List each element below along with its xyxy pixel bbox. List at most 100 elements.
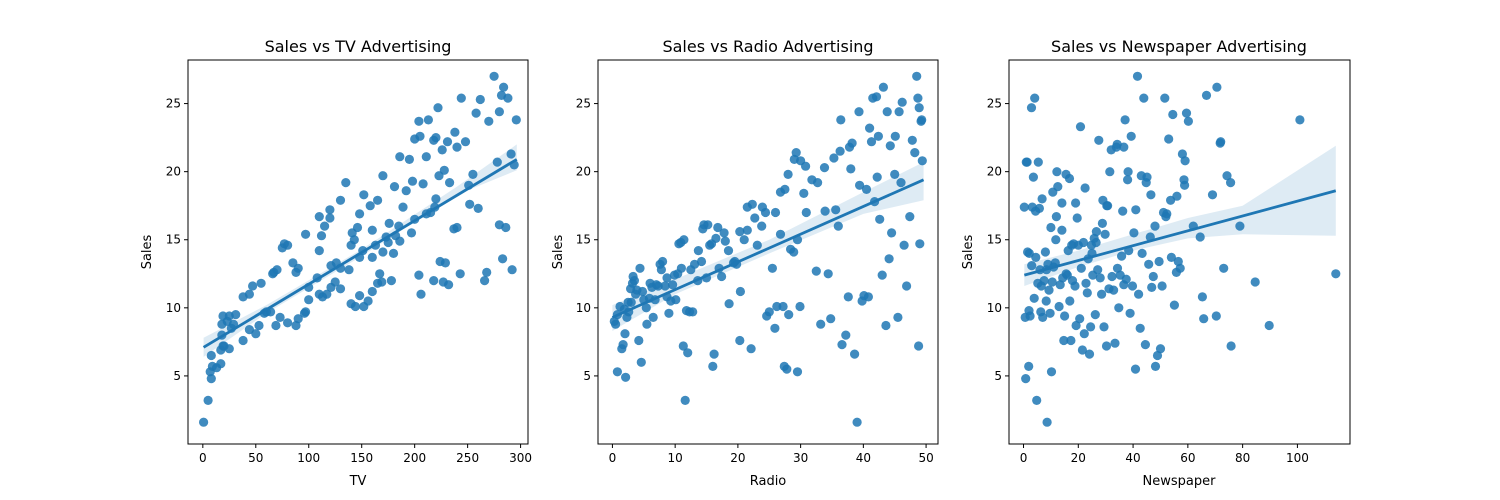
data-point	[775, 229, 786, 239]
data-point	[325, 205, 335, 215]
data-point	[1026, 103, 1037, 113]
data-point	[1065, 296, 1075, 306]
data-point	[1045, 308, 1055, 318]
data-point	[1029, 293, 1039, 303]
data-point	[706, 239, 717, 249]
data-point	[861, 184, 872, 194]
data-point	[1105, 167, 1115, 177]
data-point	[1132, 71, 1143, 81]
data-point	[775, 187, 786, 197]
data-point	[1123, 175, 1133, 185]
data-point	[378, 171, 388, 181]
data-point	[837, 340, 847, 350]
data-point	[507, 265, 517, 275]
plot-frame-radio	[597, 59, 939, 445]
data-point	[433, 103, 443, 113]
data-point	[752, 240, 762, 250]
data-point	[1059, 335, 1069, 346]
data-point	[452, 142, 462, 152]
data-point	[1150, 361, 1161, 371]
data-point	[1117, 251, 1127, 261]
data-point	[902, 281, 912, 291]
data-point	[320, 221, 330, 231]
plot-frame-newspaper	[1008, 59, 1351, 445]
data-point	[829, 153, 839, 163]
panel-newspaper: Sales vs Newspaper Advertising 0 20 40 60 80…	[961, 37, 1351, 489]
y-tick-label: 10	[576, 301, 591, 315]
data-point	[636, 357, 646, 367]
y-tick-label: 15	[987, 233, 1002, 247]
chart-title-radio: Sales vs Radio Advertising	[662, 37, 873, 56]
data-point	[492, 157, 502, 167]
data-point	[611, 319, 621, 329]
data-point	[1139, 93, 1149, 103]
data-point	[1100, 229, 1110, 239]
x-tick-label: 20	[1071, 451, 1086, 465]
data-point	[1024, 306, 1034, 316]
data-point	[917, 156, 927, 166]
data-point	[620, 329, 630, 339]
data-point	[355, 209, 365, 219]
data-point	[423, 115, 433, 125]
data-point	[836, 115, 846, 125]
data-point	[735, 227, 745, 237]
data-point	[656, 265, 667, 275]
data-point	[465, 199, 475, 209]
data-point	[884, 254, 894, 264]
data-point	[1197, 292, 1207, 302]
data-point	[615, 301, 625, 312]
x-tick-label: 150	[350, 451, 373, 465]
data-point	[1076, 263, 1086, 273]
data-point	[377, 277, 387, 287]
y-tick-label: 10	[987, 301, 1002, 315]
data-point	[724, 299, 734, 309]
data-point	[1046, 222, 1056, 233]
data-point	[1040, 247, 1050, 257]
data-point	[894, 107, 904, 117]
data-point	[910, 148, 920, 158]
data-point	[735, 335, 745, 346]
data-point	[1126, 131, 1136, 141]
data-point	[709, 349, 719, 359]
data-point	[1093, 265, 1103, 275]
data-point	[1147, 282, 1157, 292]
data-point	[1061, 169, 1071, 179]
data-point	[783, 169, 793, 179]
data-point	[407, 176, 418, 186]
data-point	[799, 188, 809, 198]
data-point	[872, 172, 882, 182]
data-point	[850, 349, 860, 359]
data-point	[316, 231, 327, 241]
data-point	[445, 178, 455, 188]
data-point	[846, 164, 856, 174]
data-point	[750, 213, 760, 223]
data-point	[792, 367, 803, 377]
data-point	[383, 237, 393, 248]
data-point	[626, 284, 636, 294]
data-point	[623, 297, 633, 307]
data-point	[1123, 167, 1133, 177]
data-point	[414, 116, 424, 126]
data-point	[897, 97, 907, 107]
data-point	[1134, 289, 1144, 299]
data-point	[1154, 256, 1164, 267]
data-point	[373, 195, 383, 205]
data-point	[1097, 289, 1107, 299]
data-point	[199, 417, 209, 427]
data-point	[1141, 178, 1151, 188]
data-point	[696, 256, 707, 267]
confidence-band-newspaper	[1024, 145, 1336, 286]
data-point	[1071, 198, 1081, 208]
data-point	[1199, 314, 1209, 324]
data-point	[826, 314, 836, 324]
data-point	[1211, 311, 1221, 321]
data-point	[881, 320, 891, 331]
data-point	[890, 131, 900, 141]
data-point	[1086, 240, 1096, 250]
data-point	[1082, 288, 1092, 298]
data-point	[1095, 273, 1105, 283]
data-point	[764, 307, 774, 317]
data-point	[414, 270, 424, 280]
data-point	[1022, 157, 1032, 167]
